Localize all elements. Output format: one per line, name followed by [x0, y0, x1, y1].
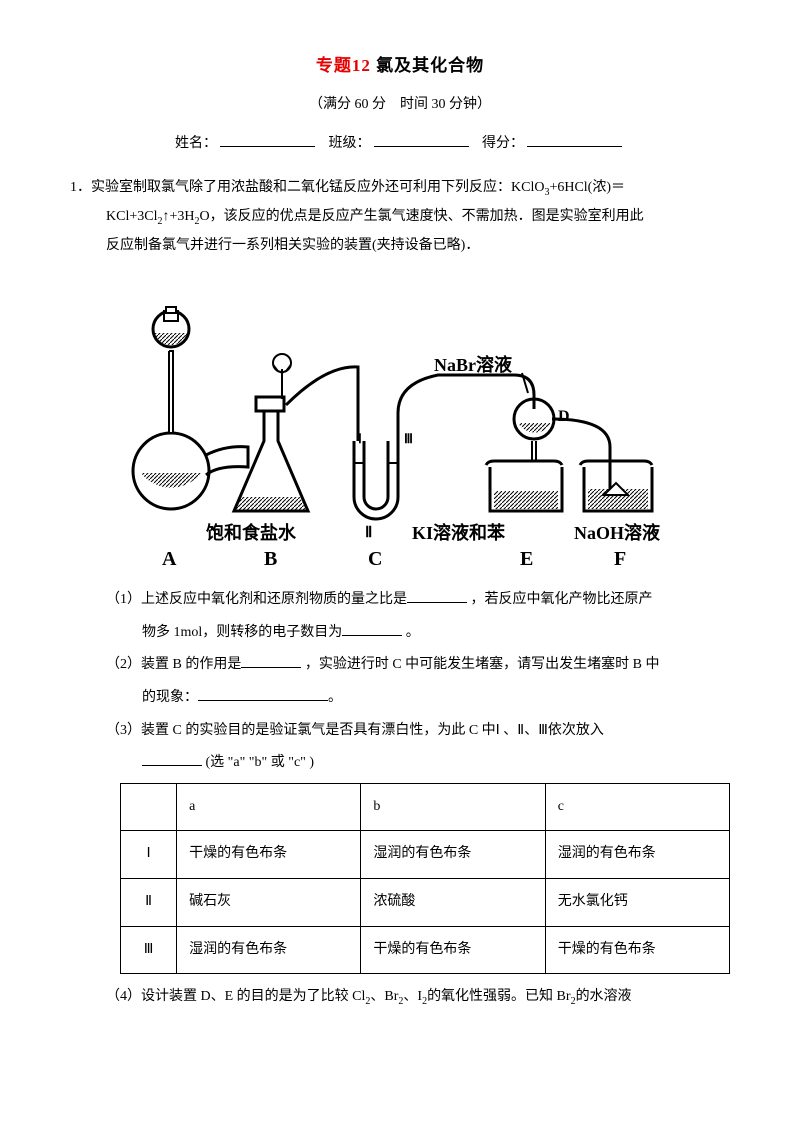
table-cell: a	[177, 783, 361, 831]
table-cell: Ⅰ	[121, 831, 177, 879]
info-score-label: 得分：	[482, 136, 524, 151]
title-black: 氯及其化合物	[371, 56, 484, 75]
a-letter: A	[162, 548, 177, 570]
s1a: （1）上述反应中氧化剂和还原剂物质的量之比是	[106, 592, 407, 607]
table-cell: 湿润的有色布条	[545, 831, 729, 879]
s2-blank1[interactable]	[241, 667, 301, 668]
page-title: 专题12 氯及其化合物	[70, 50, 730, 82]
table-cell: 干燥的有色布条	[545, 926, 729, 974]
d-letter: D	[558, 408, 570, 425]
nabr-label: NaBr溶液	[434, 354, 513, 375]
s4b: 、Br	[370, 989, 398, 1004]
table-cell: b	[361, 783, 545, 831]
q1-l1: 实验室制取氯气除了用浓盐酸和二氧化锰反应外还可利用下列反应：KClO	[91, 180, 544, 195]
s3a: （3）装置 C 的实验目的是验证氯气是否具有漂白性，为此 C 中Ⅰ 、Ⅱ、Ⅲ依次…	[106, 723, 604, 738]
title-red: 专题	[316, 56, 352, 75]
q1-l2b: ↑+3H	[162, 209, 194, 224]
e-letter: E	[520, 548, 533, 570]
u-label-1: Ⅰ	[358, 431, 362, 446]
options-table: a b c Ⅰ 干燥的有色布条 湿润的有色布条 湿润的有色布条 Ⅱ 碱石灰 浓硫…	[120, 783, 730, 974]
s3b: (选 "a" "b" 或 "c" )	[202, 755, 314, 770]
u-label-2: Ⅱ	[365, 525, 372, 541]
table-cell: 干燥的有色布条	[361, 926, 545, 974]
table-cell: c	[545, 783, 729, 831]
q1-l3: 反应制备氯气并进行一系列相关实验的装置(夹持设备已略)．	[106, 233, 730, 260]
table-row: a b c	[121, 783, 730, 831]
f-letter: F	[614, 548, 626, 570]
table-cell	[121, 783, 177, 831]
info-name-label: 姓名：	[175, 136, 217, 151]
q1-l1b: +6HCl(浓)＝	[549, 180, 625, 195]
u-label-3: Ⅲ	[404, 431, 413, 446]
table-row: Ⅱ 碱石灰 浓硫酸 无水氯化钙	[121, 879, 730, 927]
s2c: 的现象：	[142, 690, 198, 705]
table-row: Ⅲ 湿润的有色布条 干燥的有色布条 干燥的有色布条	[121, 926, 730, 974]
s4c: 、I	[403, 989, 422, 1004]
s1-blank1[interactable]	[407, 602, 467, 603]
info-row: 姓名： 班级： 得分：	[70, 131, 730, 158]
q1-num: 1．	[70, 180, 91, 195]
table-cell: Ⅲ	[121, 926, 177, 974]
table-cell: 湿润的有色布条	[361, 831, 545, 879]
table-cell: 干燥的有色布条	[177, 831, 361, 879]
info-class-label: 班级：	[329, 136, 371, 151]
naoh-label: NaOH溶液	[574, 522, 661, 543]
score-blank[interactable]	[527, 146, 622, 147]
s2d: 。	[328, 690, 342, 705]
s1c: 物多 1mol，则转移的电子数目为	[142, 625, 342, 640]
table-cell: 碱石灰	[177, 879, 361, 927]
table-row: Ⅰ 干燥的有色布条 湿润的有色布条 湿润的有色布条	[121, 831, 730, 879]
s1d: 。	[402, 625, 420, 640]
subtitle: （满分 60 分 时间 30 分钟）	[70, 92, 730, 119]
s3-blank[interactable]	[142, 765, 202, 766]
s4d: 的氧化性强弱。已知 Br	[427, 989, 571, 1004]
s4a: （4）设计装置 D、E 的目的是为了比较 Cl	[106, 989, 365, 1004]
c-letter: C	[368, 548, 382, 570]
svg-text:饱和食盐水: 饱和食盐水	[206, 522, 297, 543]
name-blank[interactable]	[220, 146, 315, 147]
table-cell: Ⅱ	[121, 879, 177, 927]
s1-blank2[interactable]	[342, 635, 402, 636]
table-cell: 湿润的有色布条	[177, 926, 361, 974]
ki-label: KI溶液和苯	[412, 522, 506, 543]
title-num: 12	[352, 56, 371, 75]
apparatus-figure: Ⅰ Ⅲ Ⅱ NaBr溶液 D	[106, 271, 666, 571]
s2-blank2[interactable]	[198, 700, 328, 701]
class-blank[interactable]	[374, 146, 469, 147]
q1-l2a: KCl+3Cl	[106, 209, 157, 224]
s1b: ，若反应中氧化产物比还原产	[467, 592, 653, 607]
s2a: （2）装置 B 的作用是	[106, 657, 241, 672]
s4e: 的水溶液	[576, 989, 632, 1004]
b-letter: B	[264, 548, 277, 570]
question-1: 1．实验室制取氯气除了用浓盐酸和二氧化锰反应外还可利用下列反应：KClO3+6H…	[70, 175, 730, 1010]
s2b: ，实验进行时 C 中可能发生堵塞，请写出发生堵塞时 B 中	[301, 657, 659, 672]
q1-l2c: O，该反应的优点是反应产生氯气速度快、不需加热．图是实验室利用此	[199, 209, 643, 224]
table-cell: 浓硫酸	[361, 879, 545, 927]
table-cell: 无水氯化钙	[545, 879, 729, 927]
